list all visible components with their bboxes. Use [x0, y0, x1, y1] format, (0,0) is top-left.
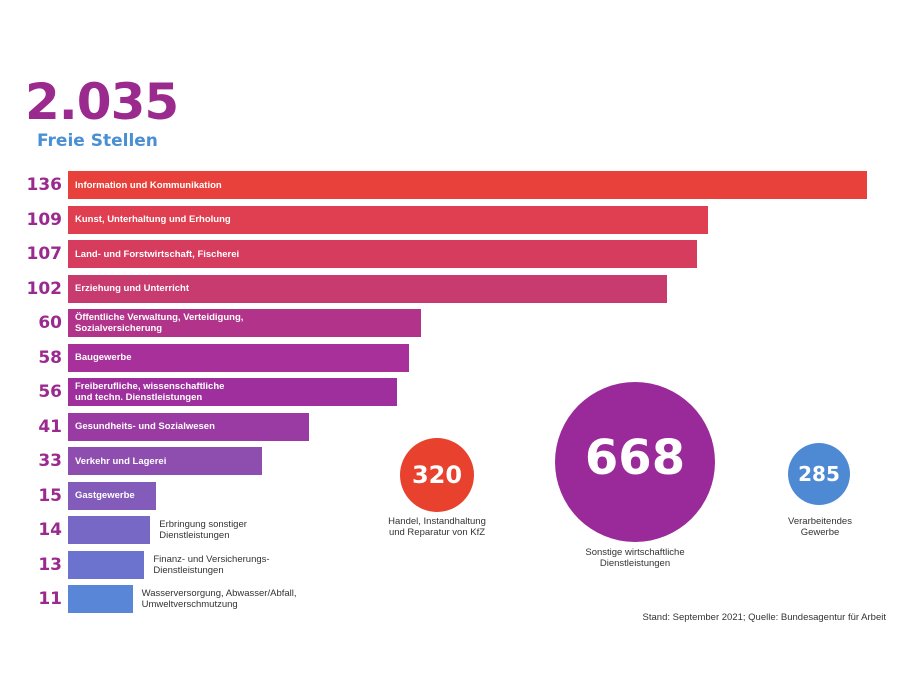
bar — [68, 205, 709, 234]
bar-value-label: 13 — [38, 554, 62, 575]
bar-category-label: Baugewerbe — [75, 352, 132, 363]
bar-value-label: 60 — [38, 313, 62, 333]
bar-category-label: Erbringung sonstiger Dienstleistungen — [159, 519, 247, 541]
bar — [68, 171, 867, 199]
bar-value-label: 102 — [26, 278, 63, 299]
bubble-label: Verarbeitendes Gewerbe — [788, 516, 852, 538]
bar — [68, 447, 262, 475]
bar-category-label: Gastgewerbe — [75, 490, 135, 501]
bar-value-label: 41 — [38, 416, 62, 437]
bar-value-label: 136 — [26, 175, 63, 195]
bar — [68, 378, 397, 406]
bar — [68, 240, 697, 268]
bar — [68, 585, 133, 613]
bar-value-label: 15 — [38, 485, 62, 506]
bar-value-label: 33 — [38, 451, 62, 471]
bar — [68, 516, 151, 544]
bar — [68, 309, 421, 337]
chart-subtitle: Freie Stellen — [37, 131, 158, 151]
bar-category-label: Land- und Forstwirtschaft, Fischerei — [75, 248, 240, 260]
bar-category-label: Gesundheits- und Sozialwesen — [75, 421, 215, 432]
bubble-value: 285 — [788, 443, 850, 505]
bar-category-label: Erziehung und Unterricht — [75, 283, 189, 294]
total-open-positions: 2.035 — [25, 73, 179, 131]
bar-category-label: Finanz- und Versicherungs- Dienstleistun… — [153, 553, 270, 576]
bubble-value: 320 — [400, 438, 474, 512]
bar-value-label: 109 — [26, 209, 63, 230]
bar-category-label: Wasserversorgung, Abwasser/Abfall, Umwel… — [141, 588, 297, 610]
bar-value-label: 58 — [38, 347, 62, 368]
bar-value-label: 56 — [38, 382, 62, 402]
bubble-label: Sonstige wirtschaftliche Dienstleistunge… — [585, 547, 685, 569]
bar-category-label: Öffentliche Verwaltung, Verteidigung, So… — [75, 312, 244, 334]
bar-category-label: Freiberufliche, wissenschaftliche und te… — [75, 381, 225, 403]
bar-category-label: Kunst, Unterhaltung und Erholung — [75, 214, 231, 225]
bar-value-label: 107 — [26, 244, 63, 264]
bubble-value: 668 — [555, 382, 715, 542]
bar-category-label: Information und Kommunikation — [75, 179, 222, 191]
bar-category-label: Verkehr und Lagerei — [75, 455, 167, 467]
bar-value-label: 14 — [38, 520, 62, 540]
bar — [68, 343, 409, 372]
bar — [68, 412, 309, 441]
bubble-label: Handel, Instandhaltung und Reparatur von… — [388, 516, 486, 538]
source-note: Stand: September 2021; Quelle: Bundesage… — [642, 612, 886, 623]
bar-value-label: 11 — [38, 589, 62, 609]
bar — [68, 481, 157, 510]
bar — [68, 274, 668, 303]
bar — [68, 550, 145, 579]
